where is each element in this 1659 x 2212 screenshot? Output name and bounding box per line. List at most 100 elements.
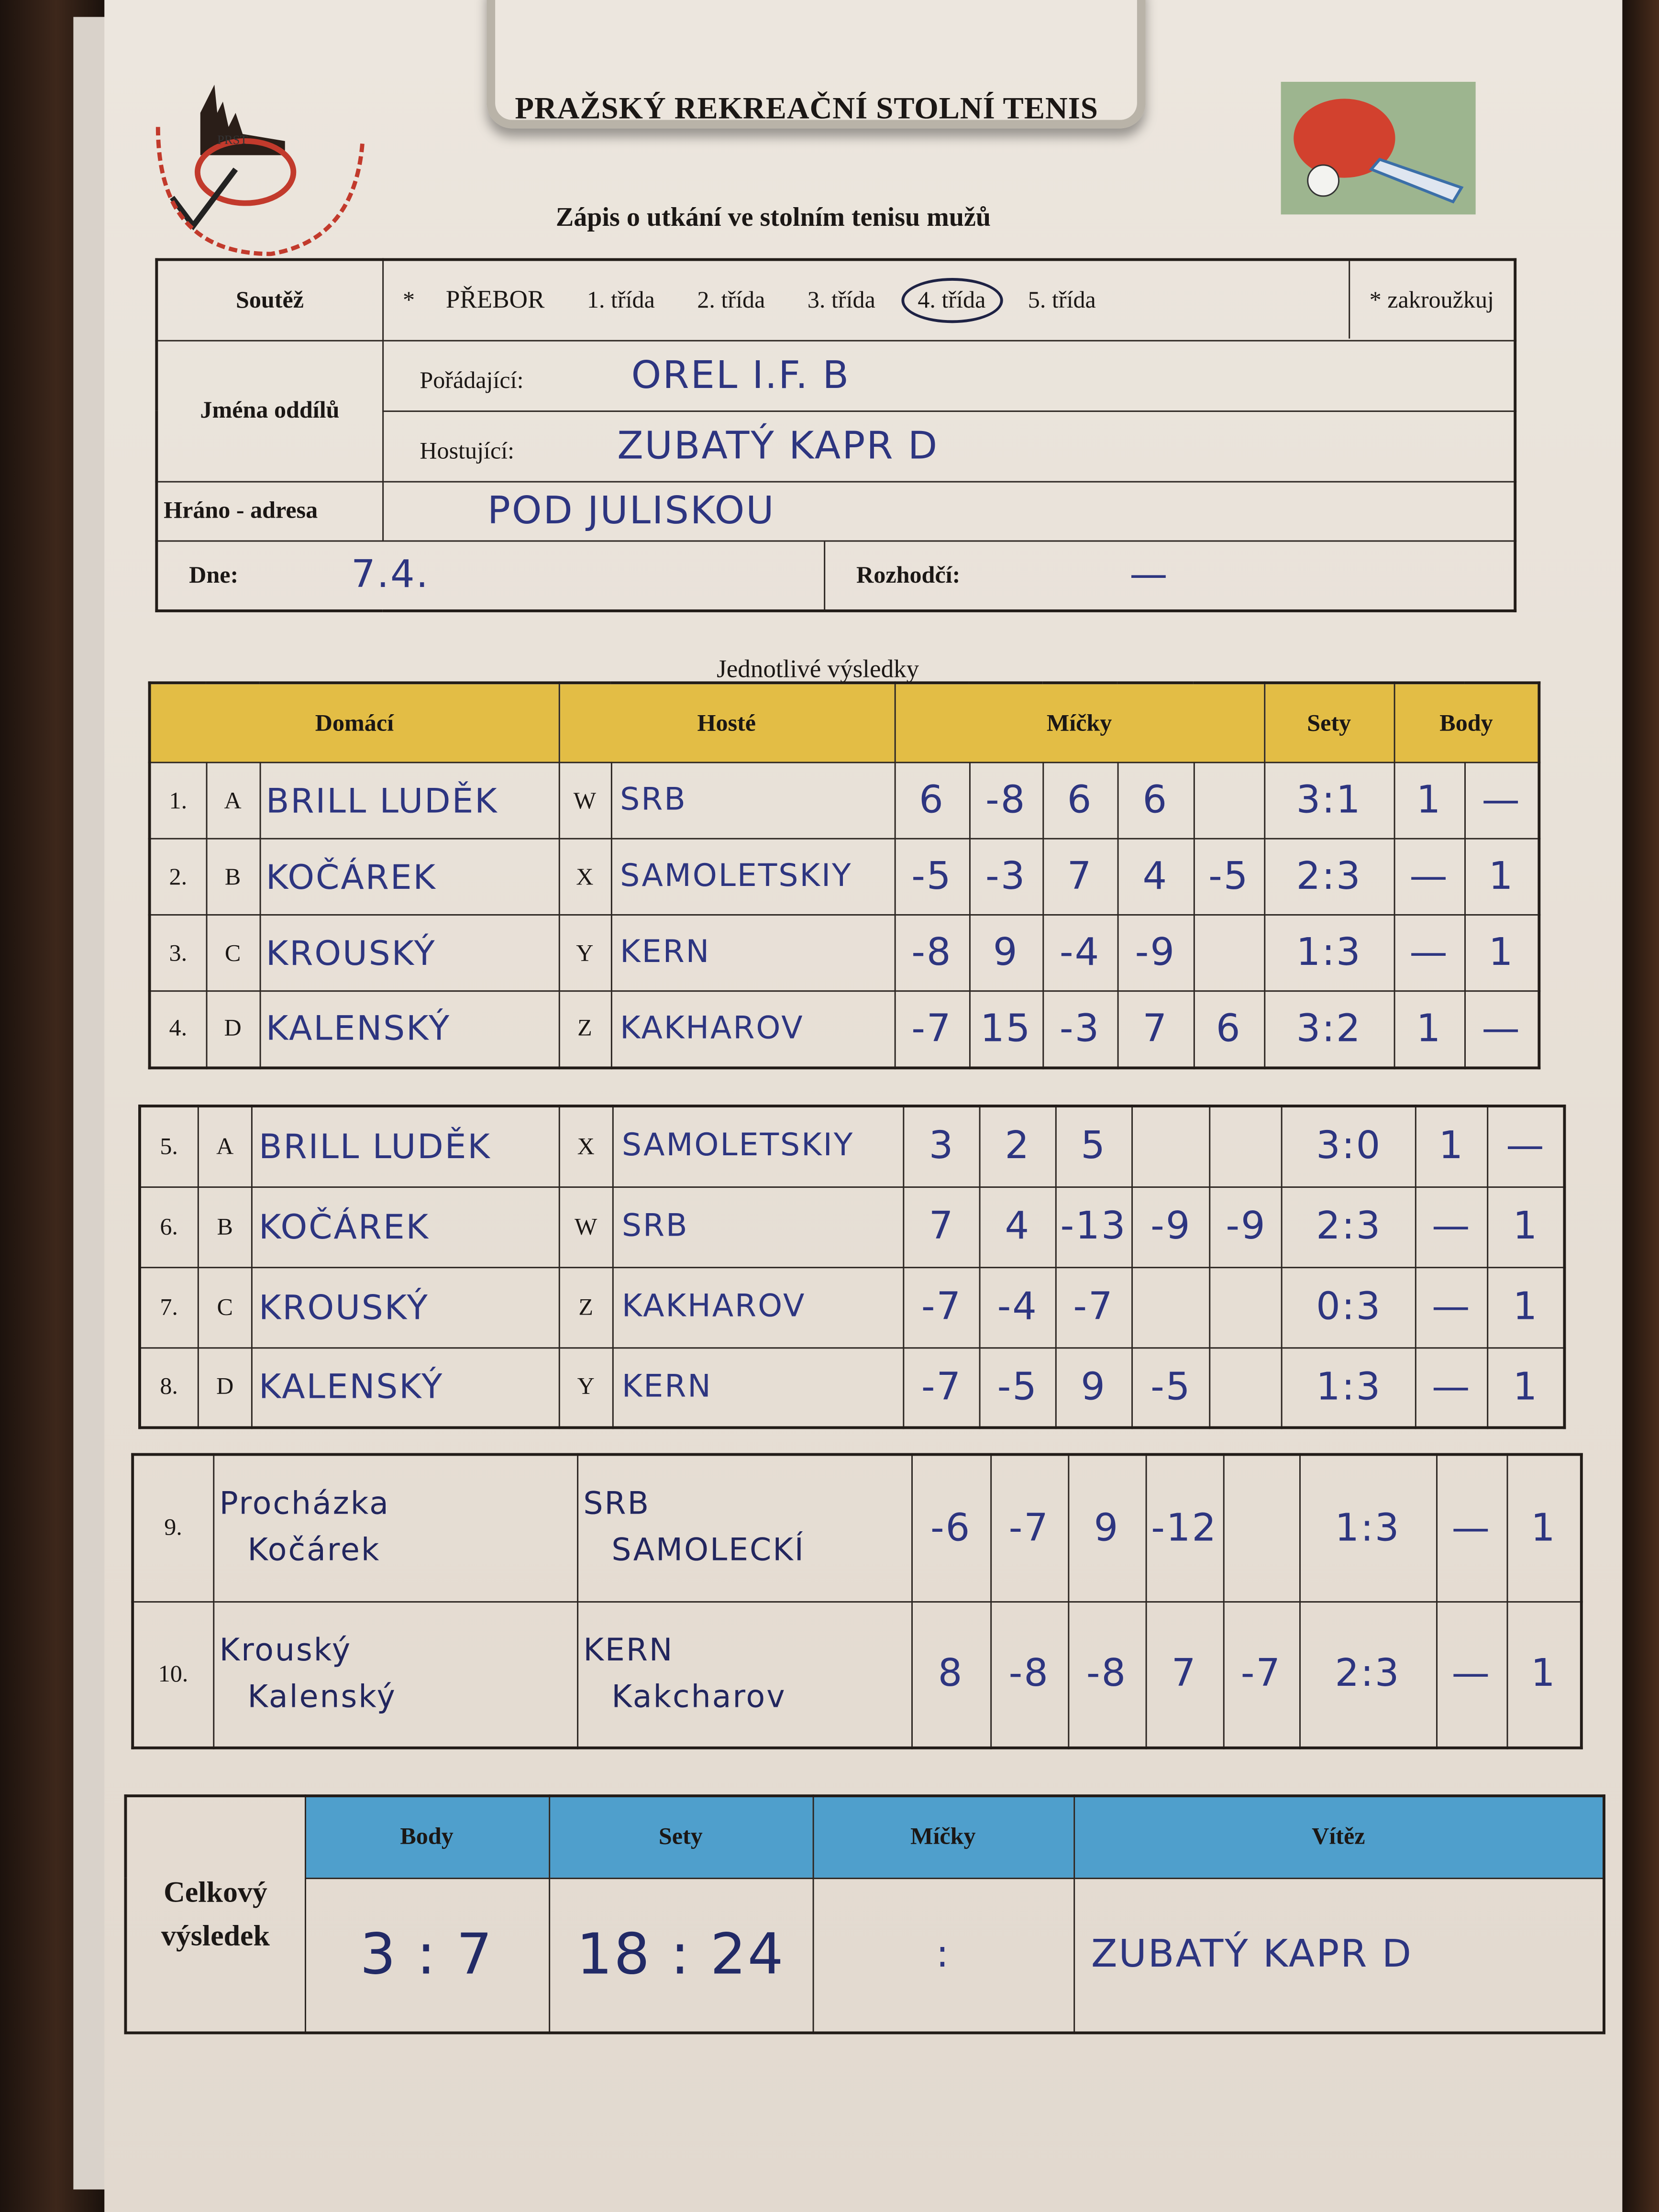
- ball-score: -13: [1054, 1185, 1133, 1268]
- total-sets-value: 18 : 24: [548, 1877, 814, 2034]
- home-points: 1: [1393, 762, 1465, 840]
- home-points: —: [1435, 1453, 1508, 1602]
- ball-score: -4: [1041, 914, 1118, 992]
- home-player: KOČÁREK: [252, 1185, 560, 1268]
- home-player: KALENSKÝ: [252, 1346, 560, 1428]
- balls-header: Míčky: [894, 682, 1265, 763]
- home-player: Procházka: [219, 1487, 390, 1523]
- ball-score: 4: [979, 1185, 1056, 1268]
- home-points: —: [1415, 1346, 1489, 1428]
- ball-score: -5: [1193, 838, 1265, 916]
- date-value: 7.4.: [351, 553, 430, 597]
- clipboard-clip: [487, 0, 1146, 129]
- match-number: 8.: [139, 1346, 199, 1428]
- ball-score: -9: [1131, 1185, 1211, 1268]
- ball-score: 9: [968, 914, 1043, 992]
- ball-score: -5: [1131, 1346, 1211, 1428]
- guest-points: 1: [1506, 1453, 1582, 1602]
- prst-logo: PRST: [155, 84, 365, 256]
- match-number: 7.: [139, 1266, 199, 1348]
- ball-score: 5: [1054, 1105, 1133, 1187]
- guest-player: KAKHAROV: [612, 1266, 904, 1348]
- match-row: 4. D KALENSKÝ Z KAKHAROV -7 15 -3 7 6 3:2 1—: [149, 990, 1540, 1068]
- ball-score: -8: [968, 762, 1043, 840]
- guest-player: KERN: [610, 914, 896, 992]
- doubles-row: 10. Krouský Kalenský KERN Kakcharov 8 -8 -8 7 -7 2…: [132, 1600, 1582, 1749]
- ball-score: 6: [1117, 762, 1194, 840]
- guest-points: —: [1463, 762, 1540, 840]
- match-number: 3.: [149, 914, 207, 992]
- ball-score: -12: [1145, 1453, 1224, 1602]
- guest-player: Kakcharov: [611, 1680, 786, 1715]
- sets-score: 2:3: [1282, 1185, 1416, 1268]
- guest-letter: W: [558, 762, 612, 840]
- ball-score: -7: [894, 990, 970, 1068]
- ball-score: 6: [1193, 990, 1265, 1068]
- home-player: KOČÁREK: [259, 838, 560, 916]
- home-player: Krouský: [219, 1633, 352, 1669]
- guest-points: 1: [1506, 1600, 1582, 1749]
- date-label: Dne:: [189, 561, 239, 588]
- ball-score: [1209, 1346, 1283, 1428]
- match-row: 6. B KOČÁREK W SRB 7 4 -13 -9 -9 2:3—1: [139, 1185, 1565, 1268]
- guest-letter: Y: [558, 914, 612, 992]
- competition-option: 2. třída: [697, 286, 765, 313]
- ball-score: 6: [894, 762, 970, 840]
- guest-player: KERN: [612, 1346, 904, 1428]
- home-header: Domácí: [149, 682, 560, 763]
- ball-score: [1193, 762, 1265, 840]
- ball-score: -3: [1041, 990, 1118, 1068]
- guest-points: 1: [1463, 838, 1540, 916]
- ball-score: 7: [1041, 838, 1118, 916]
- sets-score: 3:0: [1282, 1105, 1416, 1187]
- table-tennis-paddle-icon: [1281, 82, 1476, 215]
- home-player: BRILL LUDĚK: [259, 762, 560, 840]
- doubles-row: 9. Procházka Kočárek SRB SAMOLECKÍ -6 -7 9 -12 1:…: [132, 1453, 1582, 1602]
- sets-header: Sety: [1263, 682, 1395, 763]
- match-row: 2. B KOČÁREK X SAMOLETSKIY -5 -3 7 4 -5 2:3—1: [149, 838, 1540, 916]
- ball-score: -8: [894, 914, 970, 992]
- match-number: 4.: [149, 990, 207, 1068]
- guest-player: KERN: [583, 1633, 674, 1669]
- home-letter: D: [205, 990, 261, 1068]
- home-player: KROUSKÝ: [259, 914, 560, 992]
- match-number: 2.: [149, 838, 207, 916]
- ball-score: [1209, 1105, 1283, 1187]
- guest-letter: Y: [558, 1346, 614, 1428]
- competition-option: 3. třída: [807, 286, 875, 313]
- guest-player: SAMOLETSKIY: [610, 838, 896, 916]
- home-points: 1: [1393, 990, 1465, 1068]
- ball-score: -7: [902, 1346, 981, 1428]
- match-row: 8. D KALENSKÝ Y KERN -7 -5 9 -5 1:3—1: [139, 1346, 1565, 1428]
- teams-label: Jména oddílů: [155, 339, 383, 482]
- doubles-table: 9. Procházka Kočárek SRB SAMOLECKÍ -6 -7 9 -12 1:…: [131, 1453, 1583, 1749]
- venue-label: Hráno - adresa: [155, 480, 383, 541]
- ball-score: -8: [989, 1600, 1069, 1749]
- guest-player: SRB: [583, 1487, 651, 1523]
- ball-score: [1131, 1105, 1211, 1187]
- total-points-value: 3 : 7: [304, 1877, 550, 2034]
- sets-score: 3:2: [1263, 990, 1395, 1068]
- total-balls-header: Míčky: [812, 1795, 1074, 1879]
- match-row: 7. C KROUSKÝ Z KAKHAROV -7 -4 -7 0:3—1: [139, 1266, 1565, 1348]
- home-player: Kalenský: [247, 1680, 397, 1715]
- total-result-table: Celkový výsledek Body Sety Míčky Vítěz 3…: [124, 1794, 1605, 2035]
- home-letter: B: [205, 838, 261, 916]
- guest-team-value: ZUBATÝ KAPR D: [617, 424, 939, 468]
- winner-header: Vítěz: [1073, 1795, 1605, 1879]
- home-points: —: [1435, 1600, 1508, 1749]
- venue-value: POD JULISKOU: [487, 488, 775, 533]
- competition-options: * PŘEBOR 1. třída 2. třída 3. třída 4. třída 5…: [384, 261, 1514, 339]
- guest-team-label: Hostující:: [420, 436, 515, 464]
- competition-option: 5. třída: [1028, 286, 1096, 313]
- ball-score: 8: [910, 1600, 991, 1749]
- guest-pair: SRB SAMOLECKÍ: [576, 1453, 912, 1602]
- match-number: 9.: [132, 1453, 214, 1602]
- home-letter: D: [197, 1346, 254, 1428]
- home-pair: Krouský Kalenský: [212, 1600, 578, 1749]
- guest-letter: X: [558, 838, 612, 916]
- guest-points: 1: [1463, 914, 1540, 992]
- ball-score: -4: [979, 1266, 1056, 1348]
- sets-score: 1:3: [1263, 914, 1395, 992]
- home-letter: C: [197, 1266, 254, 1348]
